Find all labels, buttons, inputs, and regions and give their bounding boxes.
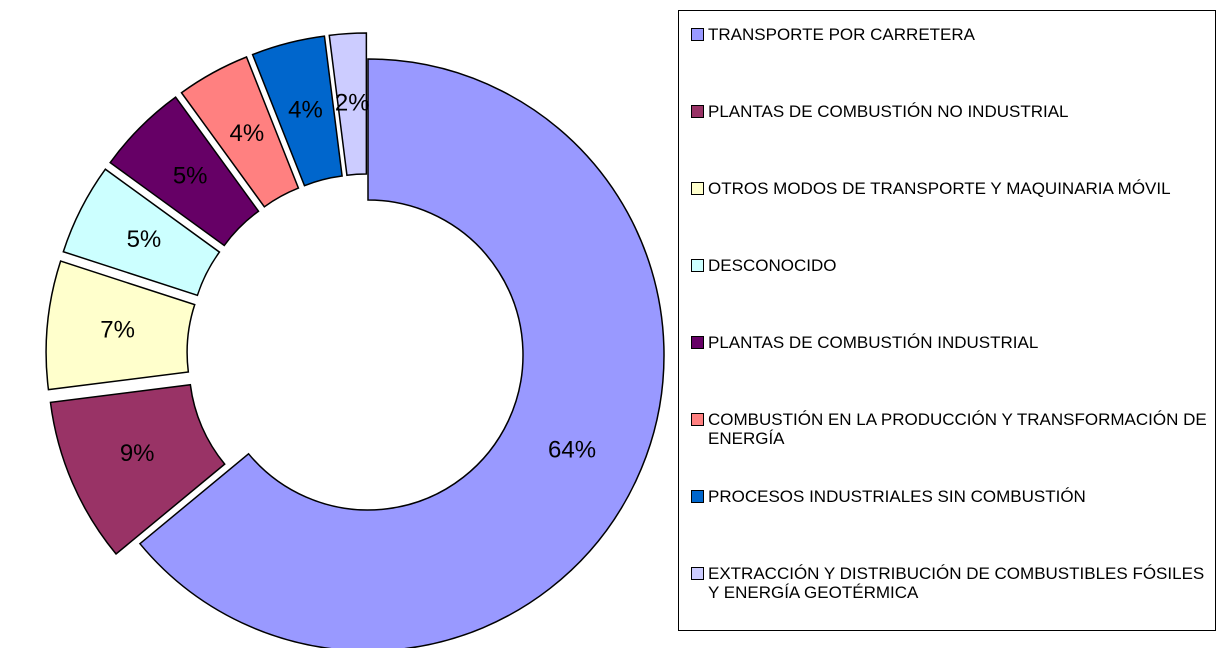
legend-swatch xyxy=(691,28,704,41)
slice xyxy=(138,58,665,648)
legend-entry: COMBUSTIÓN EN LA PRODUCCIÓN Y TRANSFORMA… xyxy=(691,410,1213,448)
legend: TRANSPORTE POR CARRETERA PLANTAS DE COMBU… xyxy=(678,10,1216,631)
legend-swatch xyxy=(691,336,704,349)
legend-entry: TRANSPORTE POR CARRETERA xyxy=(691,25,1213,44)
legend-entry: EXTRACCIÓN Y DISTRIBUCIÓN DE COMBUSTIBLE… xyxy=(691,564,1213,602)
legend-swatch xyxy=(691,259,704,272)
data-label: 5% xyxy=(173,163,208,190)
slice xyxy=(251,35,343,187)
data-label: 4% xyxy=(288,97,323,124)
legend-entry: PROCESOS INDUSTRIALES SIN COMBUSTIÓN xyxy=(691,487,1213,506)
data-label: 2% xyxy=(335,89,370,116)
data-label: 9% xyxy=(120,440,155,467)
data-label: 5% xyxy=(127,226,162,253)
legend-label: COMBUSTIÓN EN LA PRODUCCIÓN Y TRANSFORMA… xyxy=(708,410,1207,448)
data-label: 64% xyxy=(548,436,596,463)
legend-swatch xyxy=(691,105,704,118)
slice xyxy=(328,32,368,177)
legend-entry: PLANTAS DE COMBUSTIÓN NO INDUSTRIAL xyxy=(691,102,1213,121)
slice xyxy=(62,168,221,297)
legend-label: PLANTAS DE COMBUSTIÓN INDUSTRIAL xyxy=(708,333,1039,352)
legend-label: DESCONOCIDO xyxy=(708,256,837,275)
legend-entry: PLANTAS DE COMBUSTIÓN INDUSTRIAL xyxy=(691,333,1213,352)
slice xyxy=(45,260,196,391)
slice xyxy=(109,96,260,247)
legend-swatch xyxy=(691,490,704,503)
data-label: 7% xyxy=(100,317,135,344)
legend-swatch xyxy=(691,567,704,580)
data-label: 4% xyxy=(229,120,264,147)
legend-entry: OTROS MODOS DE TRANSPORTE Y MAQUINARIA M… xyxy=(691,179,1213,198)
chart: 64% 9% 7% 5% 5% 4% 4% 2% xyxy=(45,32,665,648)
legend-entry: DESCONOCIDO xyxy=(691,256,1213,275)
legend-label: EXTRACCIÓN Y DISTRIBUCIÓN DE COMBUSTIBLE… xyxy=(708,564,1205,602)
legend-label: OTROS MODOS DE TRANSPORTE Y MAQUINARIA M… xyxy=(708,179,1171,198)
legend-swatch xyxy=(691,413,704,426)
legend-label: PLANTAS DE COMBUSTIÓN NO INDUSTRIAL xyxy=(708,102,1069,121)
legend-swatch xyxy=(691,182,704,195)
legend-label: TRANSPORTE POR CARRETERA xyxy=(708,25,976,44)
slice xyxy=(180,56,300,208)
legend-label: PROCESOS INDUSTRIALES SIN COMBUSTIÓN xyxy=(708,487,1086,506)
slice xyxy=(49,383,226,556)
